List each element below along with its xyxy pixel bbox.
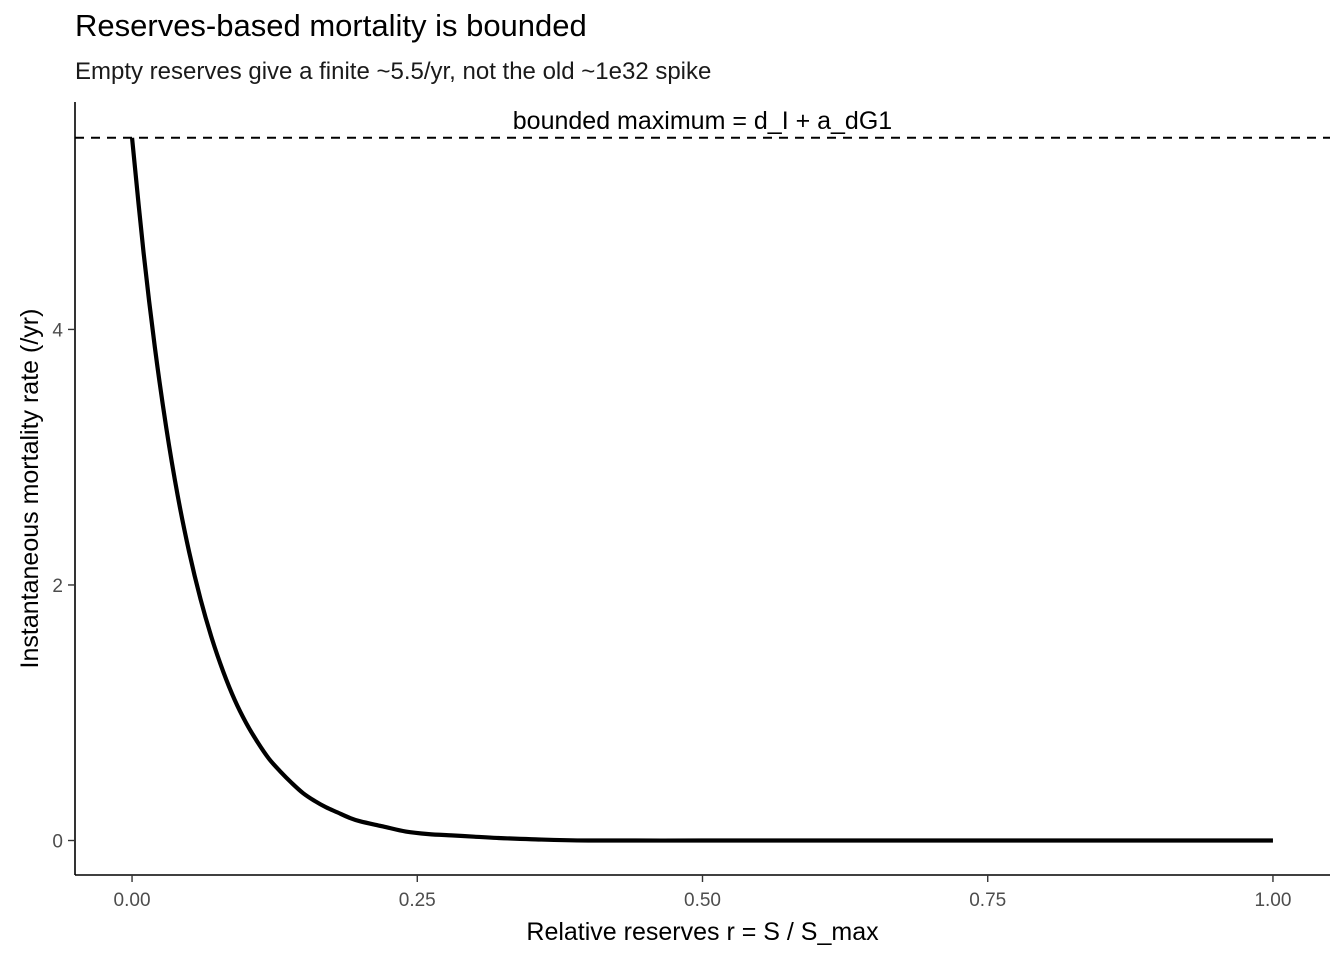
- x-tick-label: 1.00: [1254, 890, 1291, 911]
- x-axis-title: Relative reserves r = S / S_max: [526, 918, 879, 946]
- x-tick-label: 0.00: [114, 890, 151, 911]
- chart-title: Reserves-based mortality is bounded: [75, 8, 587, 43]
- y-tick-label: 0: [52, 832, 63, 853]
- reference-line-label: bounded maximum = d_I + a_dG1: [513, 107, 892, 135]
- y-axis-title: Instantaneous mortality rate (/yr): [16, 309, 44, 669]
- x-tick-label: 0.50: [684, 890, 721, 911]
- mortality-curve: [129, 137, 1273, 843]
- x-tick-label: 0.75: [969, 890, 1006, 911]
- x-tick-label: 0.25: [399, 890, 436, 911]
- y-tick-label: 2: [52, 576, 63, 597]
- chart-subtitle: Empty reserves give a finite ~5.5/yr, no…: [75, 58, 712, 85]
- y-tick-label: 4: [52, 320, 63, 341]
